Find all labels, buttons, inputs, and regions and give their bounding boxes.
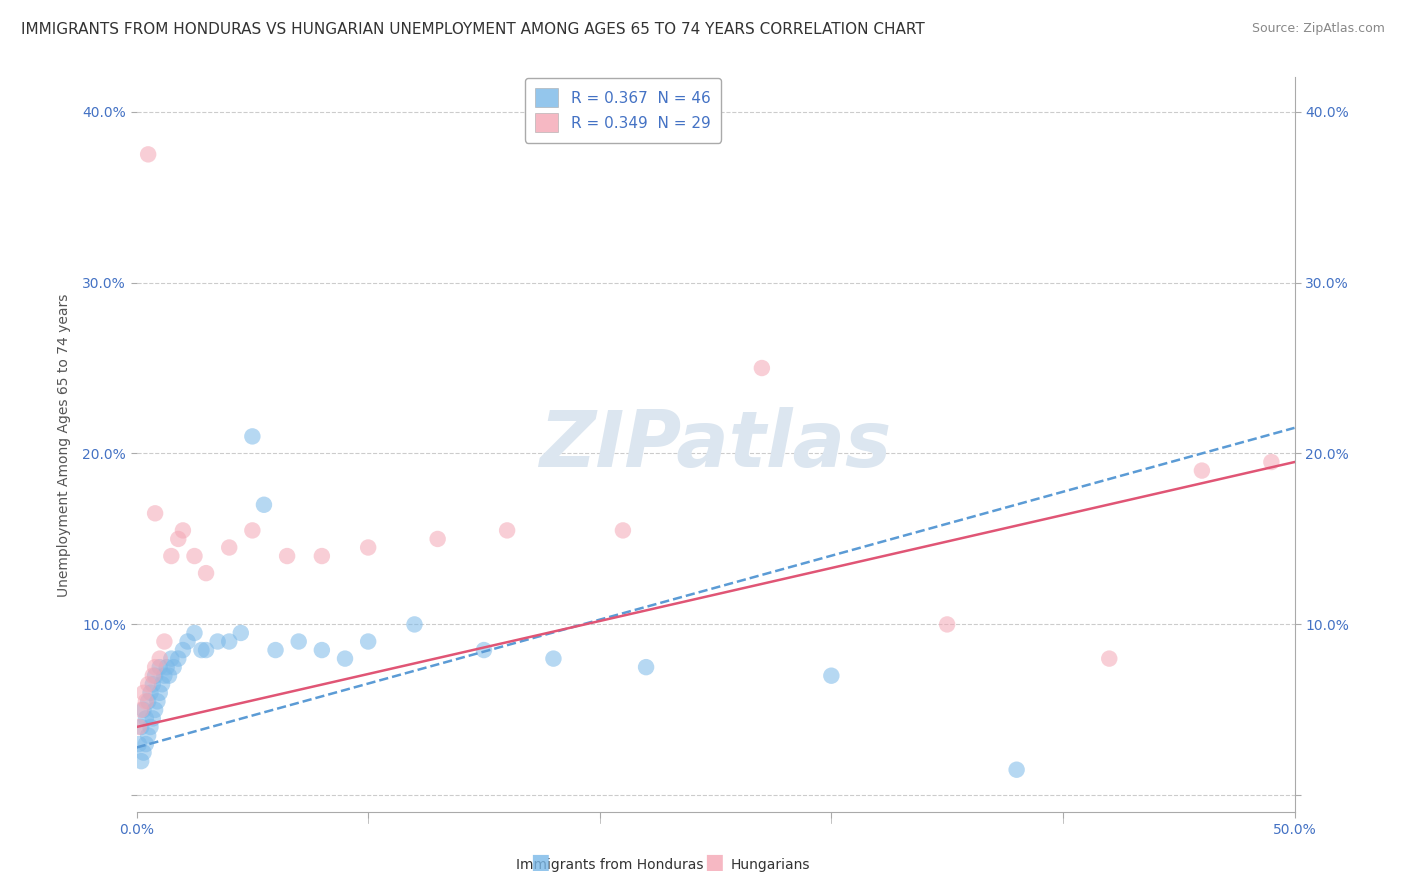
- Point: [142, 669, 165, 683]
- Point: [1260, 455, 1282, 469]
- Point: [496, 524, 519, 538]
- Y-axis label: Unemployment Among Ages 65 to 74 years: Unemployment Among Ages 65 to 74 years: [58, 293, 72, 597]
- Point: [172, 643, 194, 657]
- Point: [132, 746, 155, 760]
- Point: [229, 626, 252, 640]
- Point: [636, 660, 658, 674]
- Point: [167, 532, 190, 546]
- Point: [253, 498, 276, 512]
- Point: [426, 532, 449, 546]
- Point: [149, 651, 172, 665]
- Point: [218, 541, 240, 555]
- Point: [472, 643, 495, 657]
- Point: [1098, 651, 1121, 665]
- Point: [157, 669, 180, 683]
- Point: [128, 737, 150, 751]
- Text: IMMIGRANTS FROM HONDURAS VS HUNGARIAN UNEMPLOYMENT AMONG AGES 65 TO 74 YEARS COR: IMMIGRANTS FROM HONDURAS VS HUNGARIAN UN…: [21, 22, 925, 37]
- Point: [195, 566, 218, 581]
- Point: [264, 643, 287, 657]
- Point: [153, 669, 176, 683]
- Point: [129, 754, 152, 768]
- Point: [176, 634, 198, 648]
- Point: [357, 634, 380, 648]
- Point: [142, 677, 165, 691]
- Point: [751, 361, 773, 376]
- Point: [149, 686, 172, 700]
- Text: Source: ZipAtlas.com: Source: ZipAtlas.com: [1251, 22, 1385, 36]
- Point: [149, 660, 172, 674]
- Point: [612, 524, 634, 538]
- Point: [136, 677, 159, 691]
- Point: [135, 694, 157, 708]
- Point: [183, 549, 205, 563]
- Point: [1191, 464, 1213, 478]
- Point: [287, 634, 309, 648]
- Point: [153, 634, 176, 648]
- Point: [820, 669, 842, 683]
- Point: [333, 651, 356, 665]
- Point: [143, 660, 166, 674]
- Point: [276, 549, 298, 563]
- Point: [136, 694, 159, 708]
- Point: [162, 660, 184, 674]
- Point: [242, 429, 264, 443]
- Point: [242, 524, 264, 538]
- Text: Immigrants from Honduras: Immigrants from Honduras: [516, 858, 703, 872]
- Point: [183, 626, 205, 640]
- Text: ■: ■: [530, 853, 550, 872]
- Point: [160, 549, 183, 563]
- Point: [172, 524, 194, 538]
- Point: [139, 686, 162, 700]
- Point: [311, 549, 333, 563]
- Point: [150, 677, 173, 691]
- Point: [143, 506, 166, 520]
- Point: [160, 651, 183, 665]
- Point: [135, 737, 157, 751]
- Point: [132, 686, 155, 700]
- Point: [146, 694, 169, 708]
- Point: [218, 634, 240, 648]
- Point: [132, 703, 155, 717]
- Text: Hungarians: Hungarians: [731, 858, 811, 872]
- Point: [1005, 763, 1028, 777]
- Point: [143, 669, 166, 683]
- Text: ■: ■: [704, 853, 724, 872]
- Point: [128, 720, 150, 734]
- Point: [135, 711, 157, 725]
- Point: [936, 617, 959, 632]
- Point: [136, 729, 159, 743]
- Point: [156, 660, 179, 674]
- Point: [311, 643, 333, 657]
- Point: [129, 720, 152, 734]
- Point: [357, 541, 380, 555]
- Point: [207, 634, 229, 648]
- Point: [195, 643, 218, 657]
- Point: [190, 643, 212, 657]
- Text: ZIPatlas: ZIPatlas: [540, 407, 891, 483]
- Legend: R = 0.367  N = 46, R = 0.349  N = 29: R = 0.367 N = 46, R = 0.349 N = 29: [524, 78, 721, 143]
- Point: [143, 703, 166, 717]
- Point: [167, 651, 190, 665]
- Point: [136, 147, 159, 161]
- Point: [129, 703, 152, 717]
- Point: [139, 720, 162, 734]
- Point: [543, 651, 565, 665]
- Point: [404, 617, 426, 632]
- Point: [142, 711, 165, 725]
